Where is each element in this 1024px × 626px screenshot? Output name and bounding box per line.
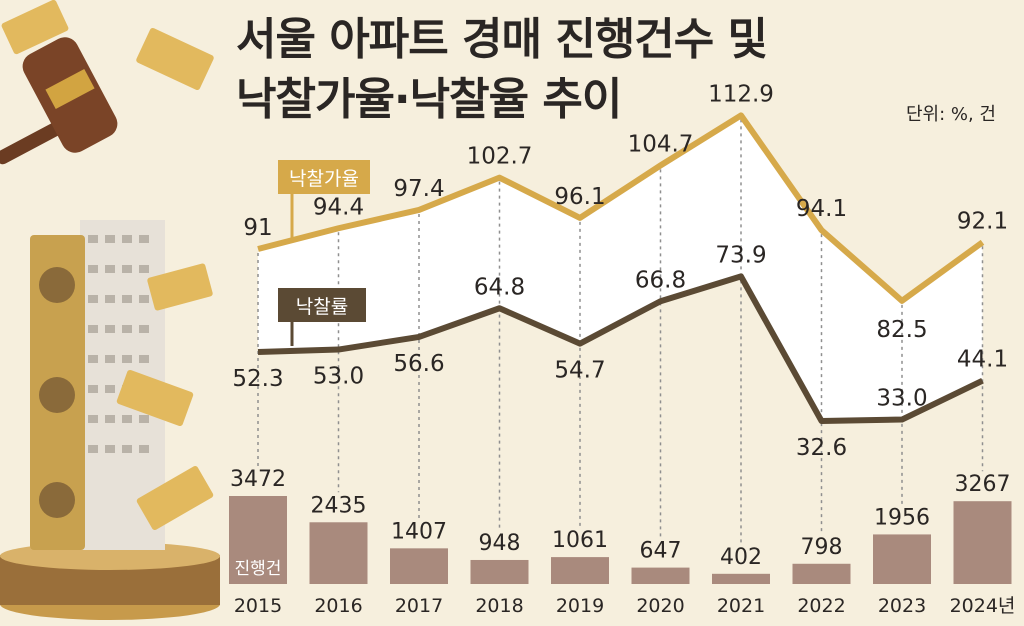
bar-value-label: 948: [479, 531, 521, 556]
bar-value-label: 402: [720, 545, 762, 570]
legend-bar-series: 진행건: [235, 559, 282, 579]
portrait-icon: [39, 267, 75, 303]
price-ratio-point-label: 91: [243, 215, 272, 241]
chart-title-line2: 낙찰가율·낙찰율 추이: [236, 74, 622, 125]
legend-price-ratio: 낙찰가율: [289, 168, 359, 190]
price-ratio-point-label: 112.9: [708, 81, 774, 107]
bar: [229, 496, 287, 584]
bar-value-label: 647: [640, 539, 682, 564]
bar-value-label: 3267: [955, 472, 1011, 497]
chart-title-line1: 서울 아파트 경매 진행건수 및: [236, 14, 768, 65]
x-tick-label: 2020: [636, 595, 684, 617]
x-tick-label: 2019: [556, 595, 604, 617]
price-ratio-point-label: 94.4: [313, 194, 364, 220]
banknote-icon: [1, 0, 69, 55]
banknote-icon: [136, 466, 214, 530]
price-ratio-point-label: 92.1: [957, 208, 1008, 234]
x-tick-label: 2021: [717, 595, 765, 617]
gavel-icon: [0, 37, 118, 165]
price-ratio-point-label: 94.1: [796, 196, 847, 222]
building-windows: [88, 235, 149, 453]
price-ratio-point-label: 82.5: [876, 317, 927, 343]
x-tick-label: 2017: [395, 595, 443, 617]
portrait-icon: [39, 377, 75, 413]
x-tick-label: 2018: [475, 595, 523, 617]
bar: [551, 557, 609, 584]
bar: [792, 563, 851, 584]
x-tick-label: 2024년: [950, 595, 1016, 617]
bar-value-label: 1061: [552, 528, 608, 553]
sale-rate-line: [257, 273, 984, 424]
bar: [712, 573, 770, 584]
price-ratio-point-label: 96.1: [554, 184, 605, 210]
x-tick-label: 2016: [314, 595, 362, 617]
bar: [953, 501, 1012, 584]
bar-value-label: 1407: [391, 519, 447, 544]
sale-rate-point-label: 32.6: [796, 435, 847, 461]
legend-sale-rate: 낙찰률: [296, 296, 348, 318]
x-tick-label: 2015: [234, 595, 282, 617]
sale-rate-point-label: 52.3: [232, 366, 283, 392]
price-ratio-point-label: 102.7: [467, 144, 533, 170]
banknote-icon: [147, 263, 213, 311]
bar: [631, 567, 690, 584]
unit-label: 단위: %, 건: [905, 104, 996, 125]
bar: [309, 522, 368, 584]
legend-price-ratio-box: [278, 160, 370, 194]
price-ratio-point-label: 104.7: [628, 131, 694, 157]
sale-rate-point-label: 53.0: [313, 364, 364, 390]
sale-rate-point-label: 54.7: [554, 358, 605, 384]
sale-rate-point-label: 66.8: [635, 267, 686, 293]
bar: [470, 559, 529, 584]
bar-value-label: 1956: [874, 505, 930, 530]
band-between-lines: [258, 115, 983, 421]
bar-value-label: 3472: [230, 467, 286, 492]
legend-sale-rate-box: [278, 288, 366, 322]
bar-value-label: 798: [801, 535, 843, 560]
price-ratio-point-label: 97.4: [393, 176, 444, 202]
bar: [390, 548, 448, 584]
auction-illustration: [0, 0, 220, 620]
price-ratio-line: [257, 112, 985, 304]
bar: [873, 534, 931, 584]
sale-rate-point-label: 33.0: [876, 386, 927, 412]
sale-rate-point-label: 56.6: [393, 351, 444, 377]
banknote-icon: [116, 369, 194, 427]
portrait-icon: [39, 482, 75, 518]
sale-rate-point-label: 44.1: [957, 347, 1008, 373]
x-tick-label: 2022: [797, 595, 845, 617]
bar-value-label: 2435: [311, 493, 367, 518]
sale-rate-point-label: 73.9: [715, 242, 766, 268]
sale-rate-point-label: 64.8: [474, 274, 525, 300]
x-tick-label: 2023: [878, 595, 926, 617]
banknote-icon: [136, 27, 214, 91]
